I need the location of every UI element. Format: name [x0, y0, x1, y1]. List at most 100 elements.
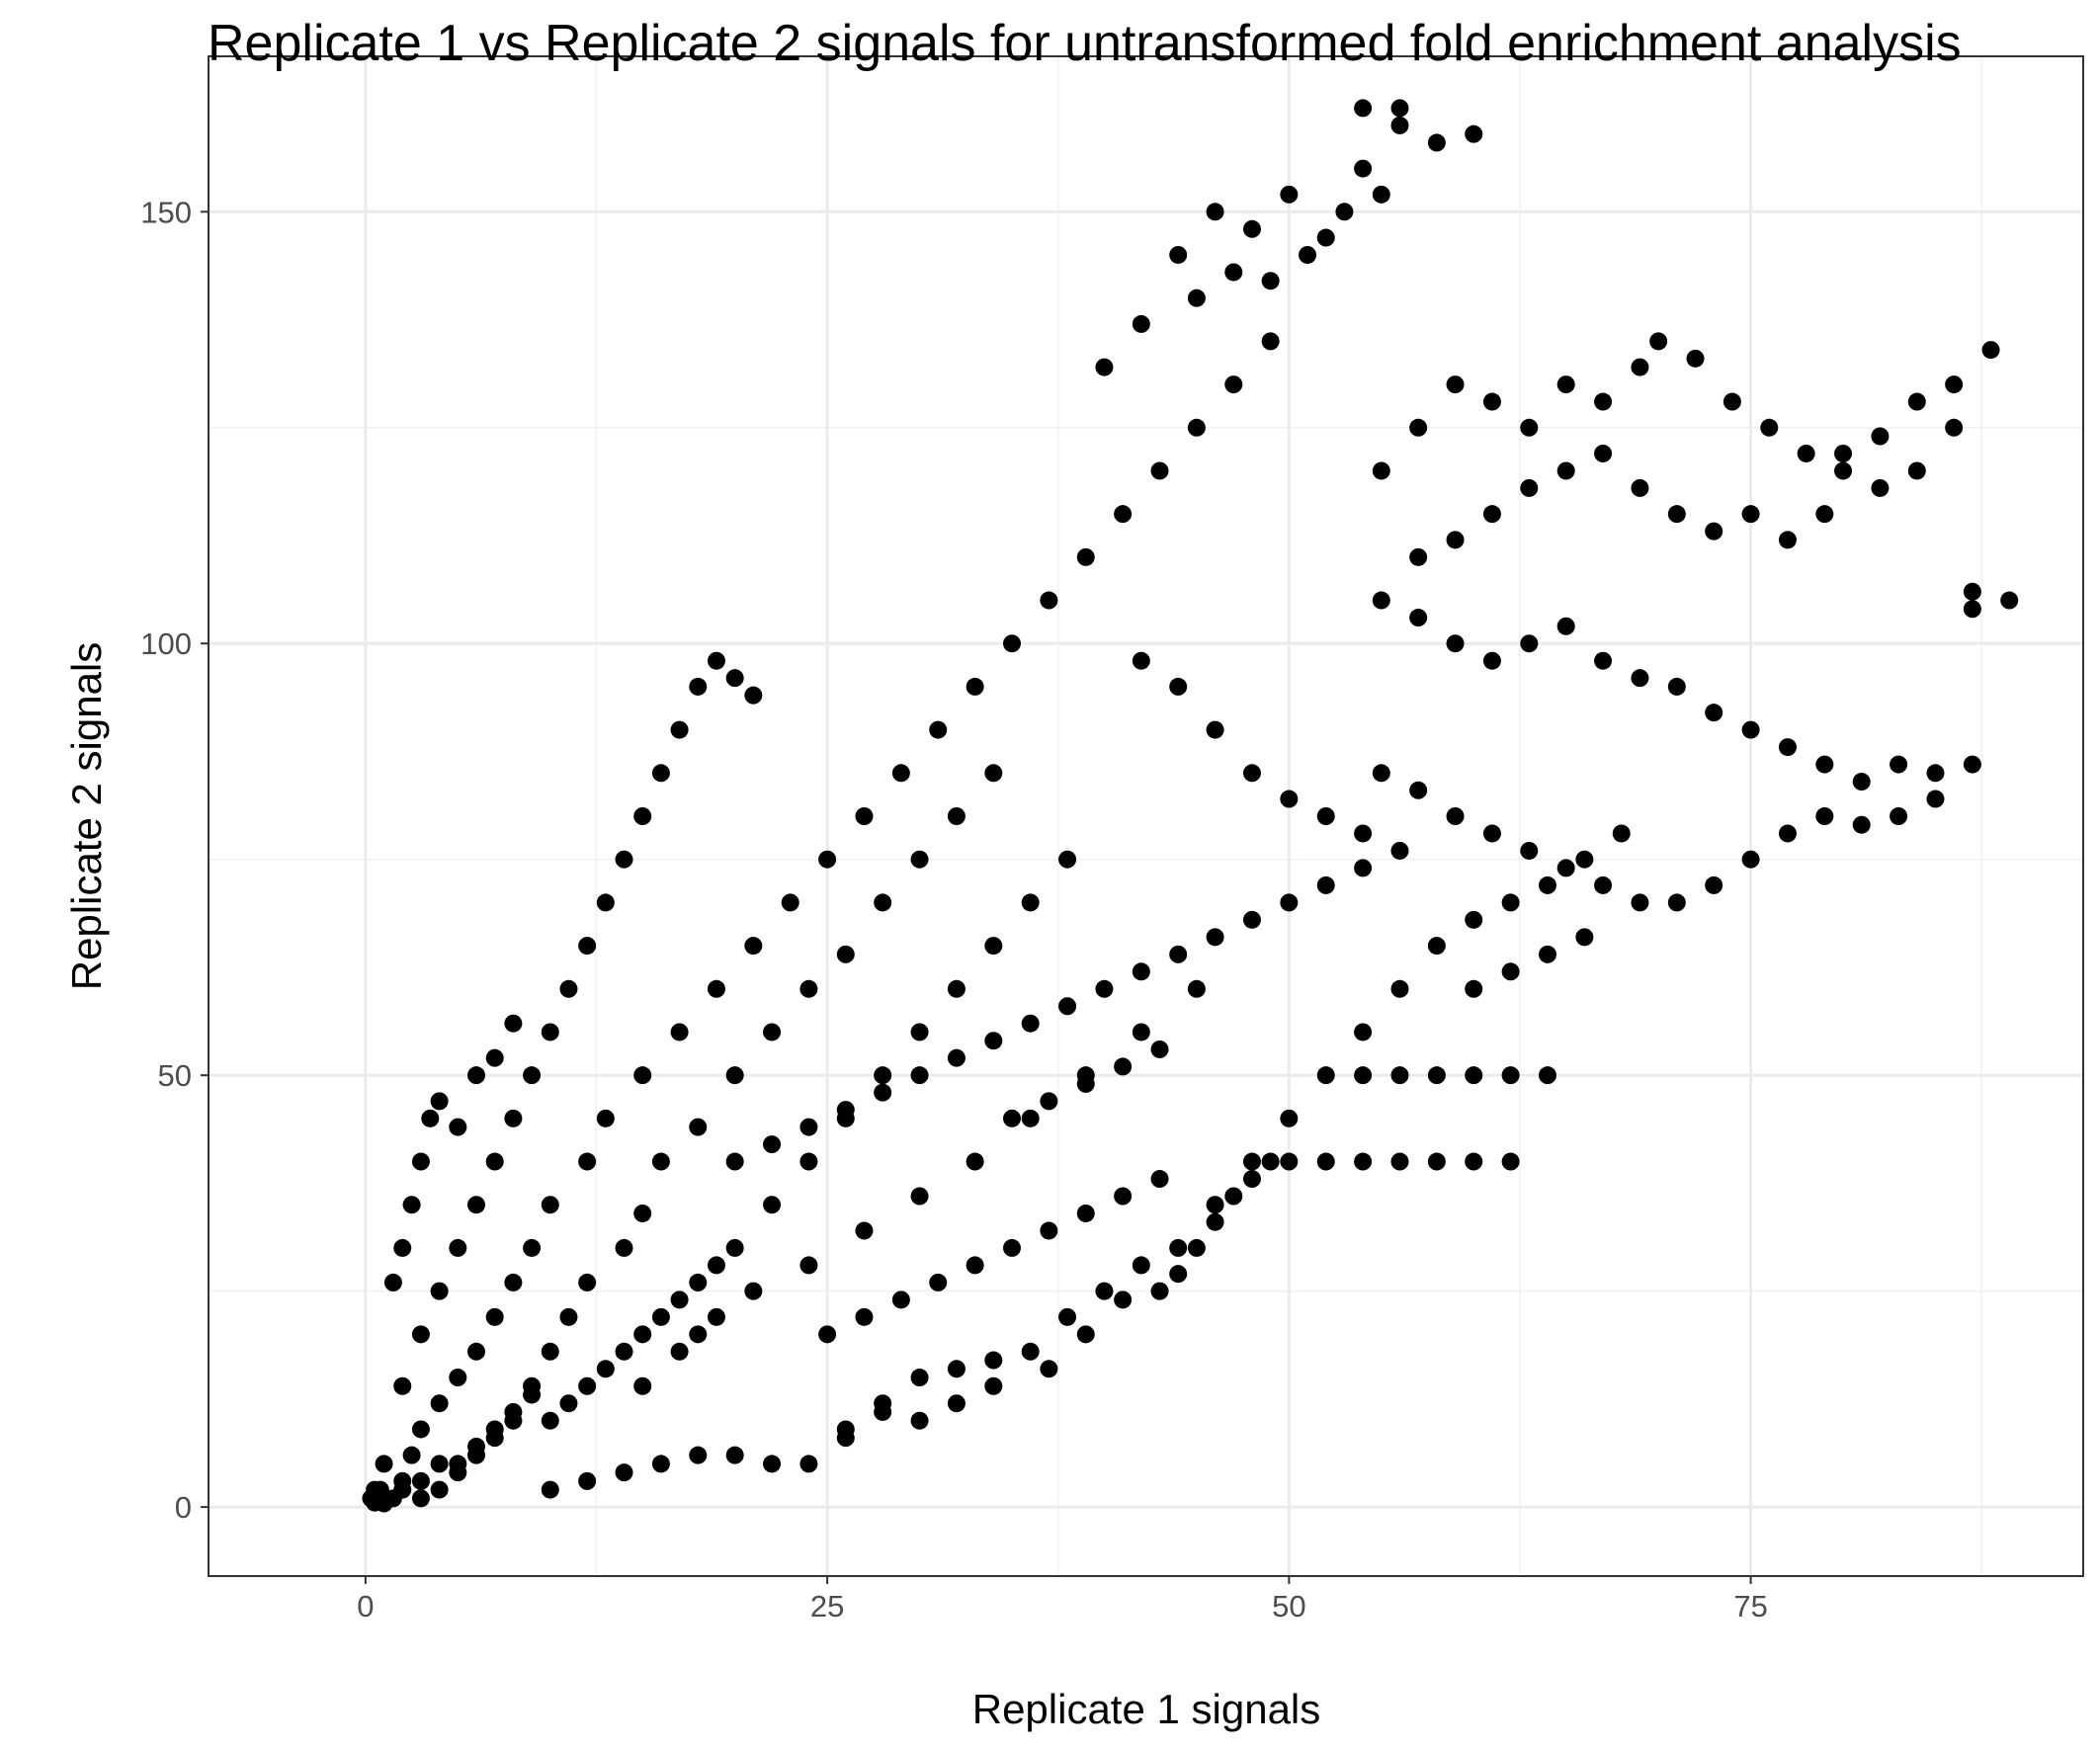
data-point — [1280, 790, 1299, 808]
data-point — [725, 1152, 744, 1171]
data-point — [504, 1014, 523, 1033]
data-point — [411, 1152, 430, 1171]
data-point — [929, 720, 948, 739]
data-point — [1446, 531, 1465, 549]
data-point — [1427, 937, 1446, 956]
data-point — [1224, 1187, 1243, 1206]
data-point — [1741, 850, 1760, 869]
data-point — [1003, 1238, 1021, 1257]
data-point — [559, 979, 578, 998]
data-point — [559, 1307, 578, 1326]
data-point — [1778, 531, 1797, 549]
data-point — [1631, 478, 1649, 497]
data-point — [1797, 444, 1815, 462]
y-axis-label: Replicate 2 signals — [63, 642, 110, 991]
data-point — [467, 1437, 485, 1456]
data-point — [1390, 116, 1409, 134]
data-point — [485, 1048, 504, 1067]
data-point — [1040, 591, 1058, 610]
data-point — [1539, 875, 1556, 894]
data-point — [1612, 824, 1631, 843]
data-point — [411, 1325, 430, 1344]
data-point — [541, 1480, 559, 1499]
data-point — [1150, 1170, 1169, 1189]
data-point — [1299, 245, 1317, 264]
data-point — [1446, 807, 1465, 825]
data-point — [1409, 418, 1428, 437]
data-point — [1667, 677, 1686, 696]
data-point — [1390, 979, 1409, 998]
data-point — [1852, 773, 1871, 792]
plot-panel-border — [208, 55, 2084, 1577]
data-point — [1482, 505, 1501, 524]
data-point — [799, 1455, 818, 1473]
data-point — [1926, 764, 1945, 783]
data-point — [1242, 1152, 1261, 1171]
data-point — [1261, 332, 1280, 351]
data-point — [1003, 634, 1021, 653]
data-point — [578, 1376, 597, 1395]
data-point — [541, 1023, 559, 1042]
data-point — [651, 1455, 670, 1473]
data-point — [1465, 979, 1483, 998]
data-point — [744, 937, 763, 956]
data-point — [485, 1420, 504, 1439]
data-point — [523, 1066, 542, 1085]
data-point — [1890, 807, 1908, 825]
data-point — [1040, 1221, 1058, 1240]
data-point — [633, 1376, 652, 1395]
data-point — [1261, 1152, 1280, 1171]
data-point — [744, 1282, 763, 1300]
data-point — [1187, 289, 1206, 307]
data-point — [1040, 1360, 1058, 1378]
data-point — [467, 1342, 485, 1361]
data-point — [1890, 755, 1908, 774]
data-point — [1926, 790, 1945, 808]
data-point — [1021, 1342, 1040, 1361]
data-point — [615, 1463, 633, 1482]
data-point — [1224, 263, 1243, 282]
data-point — [467, 1196, 485, 1214]
data-point — [1539, 1066, 1556, 1085]
data-point — [596, 893, 615, 912]
data-point — [1169, 1238, 1188, 1257]
data-point — [910, 1187, 929, 1206]
data-point — [1390, 1152, 1409, 1171]
data-point — [1501, 1152, 1520, 1171]
data-point — [393, 1238, 412, 1257]
data-point — [615, 850, 633, 869]
data-point — [910, 1066, 929, 1085]
data-point — [836, 945, 855, 963]
data-point — [393, 1480, 412, 1499]
x-tick-label: 50 — [1272, 1589, 1305, 1624]
data-point — [1834, 461, 1853, 480]
data-point — [615, 1342, 633, 1361]
data-point — [689, 1325, 708, 1344]
data-point — [1132, 651, 1150, 670]
data-point — [1058, 1307, 1077, 1326]
data-point — [855, 1221, 874, 1240]
data-point — [1631, 669, 1649, 688]
data-point — [707, 651, 725, 670]
data-point — [578, 1273, 597, 1292]
data-point — [1076, 547, 1095, 566]
data-point — [633, 1066, 652, 1085]
data-point — [1280, 1109, 1299, 1127]
data-point — [1187, 1238, 1206, 1257]
data-point — [523, 1238, 542, 1257]
data-point — [984, 1351, 1003, 1370]
data-point — [818, 1325, 837, 1344]
data-point — [615, 1238, 633, 1257]
data-point — [1834, 444, 1853, 462]
data-point — [1649, 332, 1668, 351]
data-point — [1150, 461, 1169, 480]
data-point — [725, 1066, 744, 1085]
data-point — [1520, 841, 1539, 860]
data-point — [1981, 341, 2000, 360]
data-points — [362, 99, 2019, 1513]
data-point — [578, 1471, 597, 1490]
data-point — [1556, 859, 1575, 877]
data-point — [411, 1471, 430, 1490]
data-point — [1169, 245, 1188, 264]
data-point — [467, 1066, 485, 1085]
